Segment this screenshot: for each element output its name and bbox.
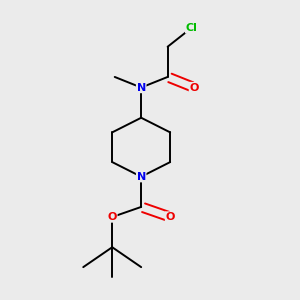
Text: O: O	[189, 82, 199, 92]
Text: Cl: Cl	[186, 23, 197, 33]
Text: N: N	[136, 172, 146, 182]
Text: O: O	[107, 212, 117, 222]
Text: O: O	[166, 212, 175, 222]
Text: N: N	[136, 82, 146, 92]
